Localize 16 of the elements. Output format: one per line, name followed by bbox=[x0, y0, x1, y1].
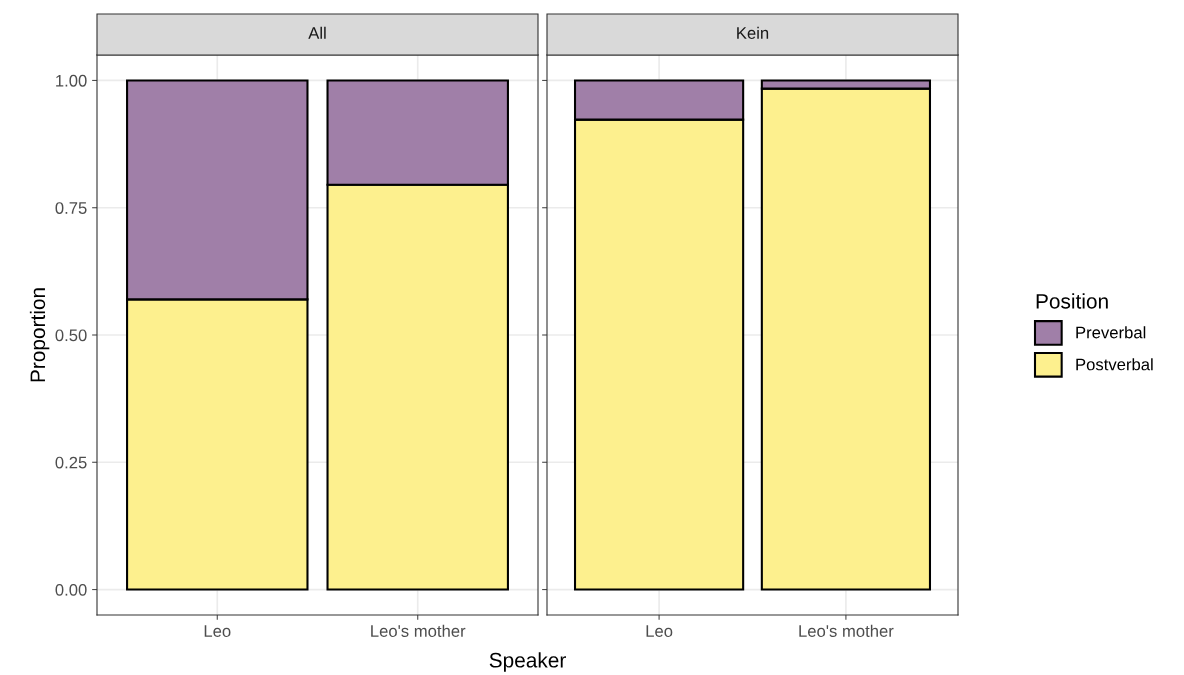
y-tick-label: 0.00 bbox=[55, 583, 87, 596]
x-tick-label: Leo's mother bbox=[371, 624, 466, 637]
legend-label: Postverbal bbox=[1076, 358, 1153, 371]
chart-title: Kein bbox=[737, 26, 769, 39]
y-tick-label: 0.25 bbox=[55, 456, 87, 469]
y-tick-label: 0.75 bbox=[55, 202, 87, 214]
chart-title: All bbox=[308, 26, 326, 39]
y-axis-title: Proportion bbox=[29, 288, 50, 382]
x-tick-label: Leo's mother bbox=[799, 624, 894, 637]
legend-title: Position bbox=[1036, 293, 1108, 309]
x-tick-label: Leo bbox=[204, 625, 231, 637]
x-tick-label: Leo bbox=[646, 625, 673, 637]
y-tick-label: 1.00 bbox=[56, 74, 87, 87]
y-tick-label: 0.50 bbox=[55, 329, 87, 342]
legend-label: Preverbal bbox=[1076, 326, 1146, 339]
x-axis-title: Speaker bbox=[489, 652, 566, 672]
